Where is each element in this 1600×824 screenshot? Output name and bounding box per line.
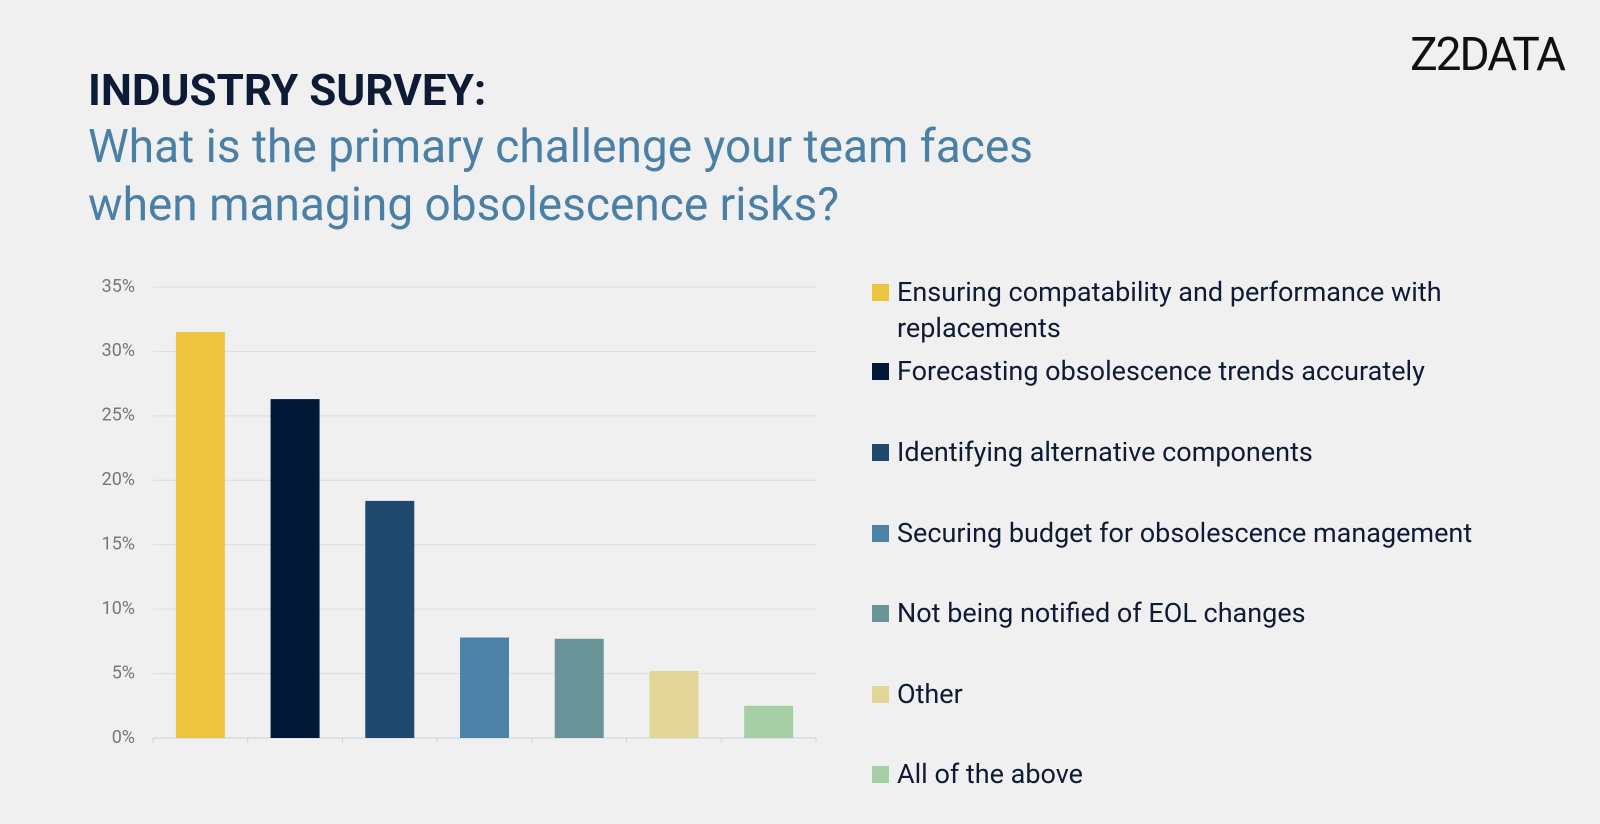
y-tick-label: 5% xyxy=(112,662,135,683)
legend-label: All of the above xyxy=(897,758,1083,790)
bar xyxy=(460,637,509,738)
y-tick-label: 20% xyxy=(102,469,135,490)
legend-swatch xyxy=(872,444,889,461)
legend-label: Securing budget for obsolescence managem… xyxy=(897,517,1473,549)
legend-item: Other xyxy=(872,676,1512,712)
bar xyxy=(175,332,225,738)
y-tick-label: 10% xyxy=(102,598,135,619)
logo: Z2DATA xyxy=(1410,28,1566,82)
chart-subtitle: What is the primary challenge your team … xyxy=(88,120,1033,232)
legend-swatch xyxy=(872,284,889,301)
legend-item: Ensuring compatability and performance w… xyxy=(872,274,1512,346)
y-tick-label: 15% xyxy=(102,533,135,554)
legend-swatch xyxy=(872,525,889,542)
y-tick-label: 0% xyxy=(112,727,135,748)
legend-item: All of the above xyxy=(872,756,1512,792)
legend-item: Not being notified of EOL changes xyxy=(872,595,1512,631)
y-tick-label: 30% xyxy=(102,340,135,361)
legend-label: Identifying alternative components xyxy=(897,436,1313,468)
bar xyxy=(744,705,794,738)
legend-swatch xyxy=(872,363,889,380)
legend-swatch xyxy=(872,766,889,783)
y-tick-label: 35% xyxy=(102,276,135,297)
legend-item: Identifying alternative components xyxy=(872,434,1512,470)
legend-label: Forecasting obsolescence trends accurate… xyxy=(897,355,1425,387)
legend-label: Other xyxy=(897,678,963,710)
chart-title: INDUSTRY SURVEY: xyxy=(88,64,487,116)
bar xyxy=(554,638,604,738)
legend-label: Ensuring compatability and performance w… xyxy=(897,276,1442,344)
bar xyxy=(365,500,415,738)
legend-item: Forecasting obsolescence trends accurate… xyxy=(872,353,1512,389)
legend-swatch xyxy=(872,686,889,703)
bar xyxy=(270,399,320,738)
legend-label: Not being notified of EOL changes xyxy=(897,597,1306,629)
bar xyxy=(649,670,699,738)
legend-swatch xyxy=(872,605,889,622)
legend-item: Securing budget for obsolescence managem… xyxy=(872,515,1512,551)
y-tick-label: 25% xyxy=(102,405,135,426)
